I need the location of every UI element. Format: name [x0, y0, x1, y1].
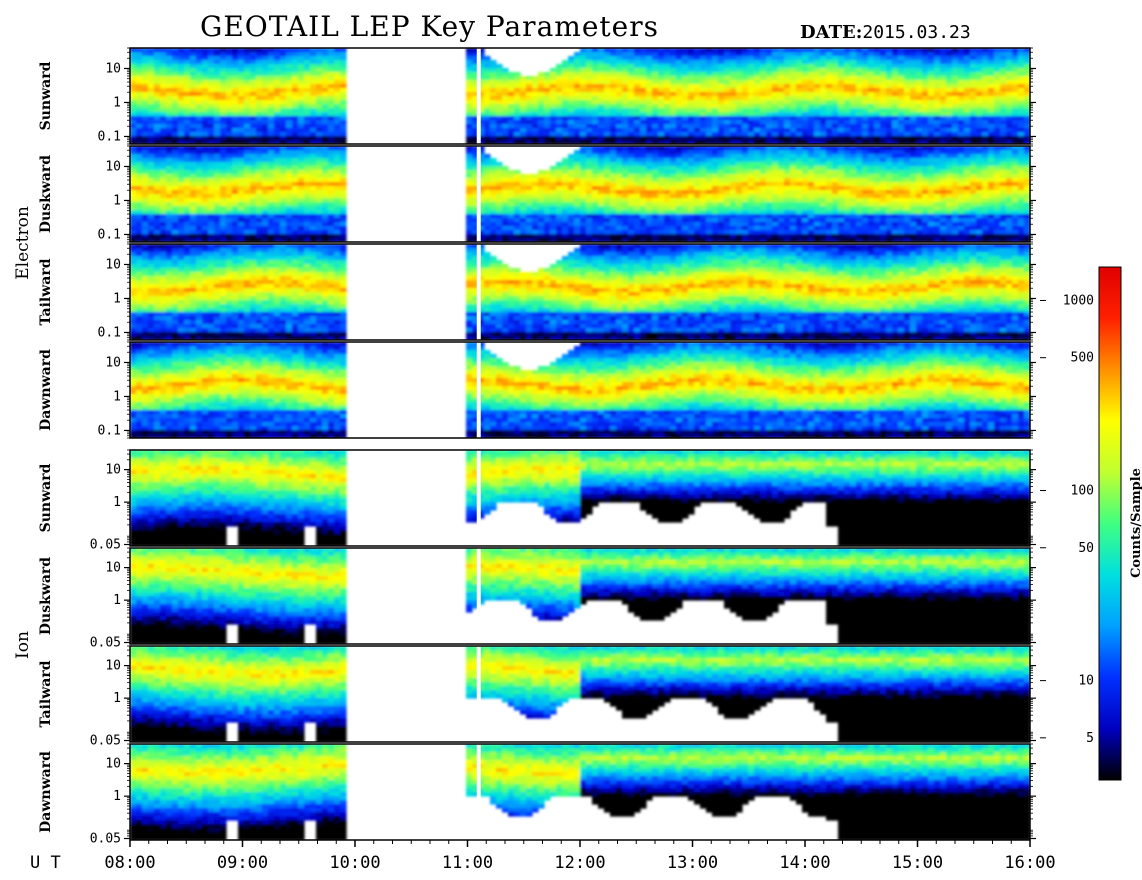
colorbar-tick-label: 5 — [1086, 731, 1094, 746]
panel-frame — [129, 449, 1031, 547]
panel-frame — [129, 341, 1031, 439]
y-tick-label: 1 — [113, 95, 121, 110]
y-tick-label: 10 — [105, 561, 121, 576]
gap-line — [476, 146, 481, 242]
colorbar-tick-label: 1000 — [1063, 293, 1094, 308]
panel-label: Duskward — [38, 155, 54, 233]
date-value: 2015.03.23 — [862, 22, 970, 43]
time-tick-label: 09:00 — [217, 853, 268, 873]
time-tick-label: 10:00 — [329, 853, 380, 873]
chart-title: GEOTAIL LEP Key Parameters — [200, 10, 659, 43]
panel-electron-tailward: 10 1 0.1 — [98, 243, 1036, 341]
time-tick-label: 12:00 — [554, 853, 605, 873]
y-tick-label: 10 — [105, 757, 121, 772]
colorbar: 1000 500 100 50 10 5 Counts/Sample — [1040, 266, 1142, 781]
y-tick-label: 0.1 — [98, 423, 121, 438]
y-tick-label: 10 — [105, 257, 121, 272]
panel-frame — [129, 145, 1031, 243]
panel-electron-duskward: 10 1 0.1 — [98, 145, 1036, 243]
panel-image — [130, 548, 1030, 644]
date-label: DATE: — [800, 22, 862, 43]
y-tick-label: 10 — [105, 659, 121, 674]
colorbar-tick-label: 500 — [1071, 351, 1094, 366]
panel-ion-sunward: 10 1 0.05 — [90, 449, 1036, 553]
y-tick-label: 0.05 — [90, 636, 121, 651]
y-tick-label: 0.1 — [98, 227, 121, 242]
gap-line — [476, 450, 481, 546]
panel-label: Duskward — [38, 557, 54, 635]
panel-frame — [129, 243, 1031, 341]
panel-label: Sunward — [38, 463, 54, 532]
colorbar-tick-label: 50 — [1078, 541, 1094, 556]
y-tick-label: 1 — [113, 789, 121, 804]
panel-image — [130, 342, 1030, 438]
date-stamp: DATE:2015.03.23 — [800, 22, 971, 43]
time-tick-label: 14:00 — [779, 853, 830, 873]
y-tick-label: 0.05 — [90, 734, 121, 749]
y-tick-label: 10 — [105, 355, 121, 370]
spectrogram-panels: 1010.11010.11010.11010.11010.051010.0510… — [90, 47, 1036, 847]
group-label-ion: Ion — [13, 631, 33, 659]
y-tick-label: 10 — [105, 61, 121, 76]
panel-label: Dawnward — [38, 349, 54, 431]
y-tick-label: 0.1 — [98, 325, 121, 340]
gap-line — [476, 48, 481, 144]
y-tick-label: 1 — [113, 389, 121, 404]
panel-label: Tailward — [38, 660, 54, 727]
y-tick-label: 0.05 — [90, 538, 121, 553]
time-tick-label: 15:00 — [892, 853, 943, 873]
colorbar-title: Counts/Sample — [1129, 468, 1142, 578]
time-tick-label: 11:00 — [442, 853, 493, 873]
colorbar-gradient — [1098, 266, 1122, 781]
gap-line — [476, 646, 481, 742]
y-tick-label: 1 — [113, 691, 121, 706]
y-tick-label: 0.05 — [90, 832, 121, 847]
panel-ion-dawnward: 10 1 0.05 — [90, 743, 1036, 847]
panel-image — [130, 244, 1030, 340]
colorbar-tick-label: 100 — [1071, 484, 1094, 499]
panel-label: Tailward — [38, 258, 54, 325]
time-tick-label: 13:00 — [667, 853, 718, 873]
colorbar-tick-label: 10 — [1078, 674, 1094, 689]
gap-line — [476, 744, 481, 840]
panel-frame — [129, 47, 1031, 145]
panel-image — [130, 646, 1030, 742]
y-tick-label: 0.1 — [98, 129, 121, 144]
y-tick-label: 1 — [113, 593, 121, 608]
time-axis: U T 08:00 09:00 10:00 11:00 12:00 13:00 14:00 15… — [30, 840, 1056, 873]
panel-image — [130, 48, 1030, 144]
gap-line — [476, 342, 481, 438]
y-tick-label: 1 — [113, 495, 121, 510]
group-label-electron: Electron — [13, 206, 33, 280]
panel-electron-sunward: 10 1 0.1 — [98, 47, 1036, 145]
time-axis-prefix: U T — [30, 853, 61, 873]
y-tick-label: 1 — [113, 291, 121, 306]
panel-ion-tailward: 10 1 0.05 — [90, 645, 1036, 749]
panel-image — [130, 450, 1030, 546]
panel-label: Sunward — [38, 61, 54, 130]
panel-frame — [129, 645, 1031, 743]
gap-line — [476, 548, 481, 644]
panel-frame — [129, 547, 1031, 645]
panel-ion-duskward: 10 1 0.05 — [90, 547, 1036, 651]
time-tick-label: 16:00 — [1004, 853, 1055, 873]
panel-electron-dawnward: 10 1 0.1 — [98, 341, 1036, 439]
y-tick-label: 10 — [105, 159, 121, 174]
panel-image — [130, 146, 1030, 242]
y-tick-label: 10 — [105, 463, 121, 478]
panel-labels: Sunward Duskward Tailward Dawnward Sunward Du… — [13, 61, 54, 832]
panel-image — [130, 744, 1030, 840]
time-tick-label: 08:00 — [104, 853, 155, 873]
panel-label: Dawnward — [38, 751, 54, 833]
gap-line — [476, 244, 481, 340]
y-tick-label: 1 — [113, 193, 121, 208]
